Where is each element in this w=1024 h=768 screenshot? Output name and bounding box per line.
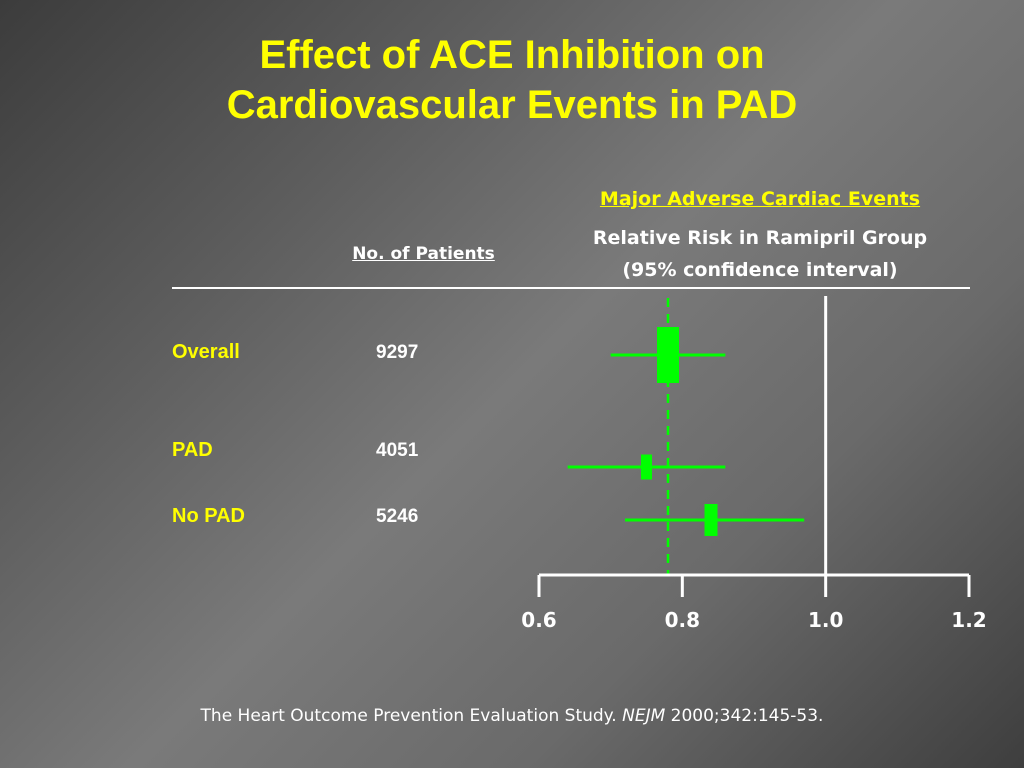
row-n-pad: 4051 xyxy=(376,440,419,461)
patients-header: No. of Patients xyxy=(352,244,495,264)
outcome-header: Major Adverse Cardiac Events xyxy=(599,188,921,210)
measure-header-line-2: (95% confidence interval) xyxy=(622,259,898,281)
row-label-no-pad: No PAD xyxy=(172,505,245,527)
measure-header: Relative Risk in Ramipril Group (95% con… xyxy=(540,222,980,286)
slide-title: Effect of ACE Inhibition on Cardiovascul… xyxy=(0,30,1024,130)
row-label-pad: PAD xyxy=(172,439,213,461)
footer-citation: The Heart Outcome Prevention Evaluation … xyxy=(0,706,1024,726)
x-tick-label: 0.8 xyxy=(665,608,700,632)
footer-reference: 2000;342:145-53. xyxy=(670,706,824,726)
x-tick-label: 0.6 xyxy=(521,608,556,632)
title-line-2: Cardiovascular Events in PAD xyxy=(226,83,798,127)
x-tick-label: 1.2 xyxy=(951,608,986,632)
header-divider xyxy=(172,287,970,289)
estimate-box xyxy=(704,504,718,536)
row-n-no-pad: 5246 xyxy=(376,506,419,527)
title-line-1: Effect of ACE Inhibition on xyxy=(259,33,765,77)
row-label-overall: Overall xyxy=(172,341,240,363)
measure-header-line-1: Relative Risk in Ramipril Group xyxy=(592,227,928,249)
estimate-box xyxy=(657,327,679,383)
footer-study: The Heart Outcome Prevention Evaluation … xyxy=(200,706,617,726)
row-n-overall: 9297 xyxy=(376,342,419,363)
estimate-box xyxy=(641,454,652,480)
x-tick-label: 1.0 xyxy=(808,608,843,632)
footer-journal: NEJM xyxy=(622,706,666,726)
